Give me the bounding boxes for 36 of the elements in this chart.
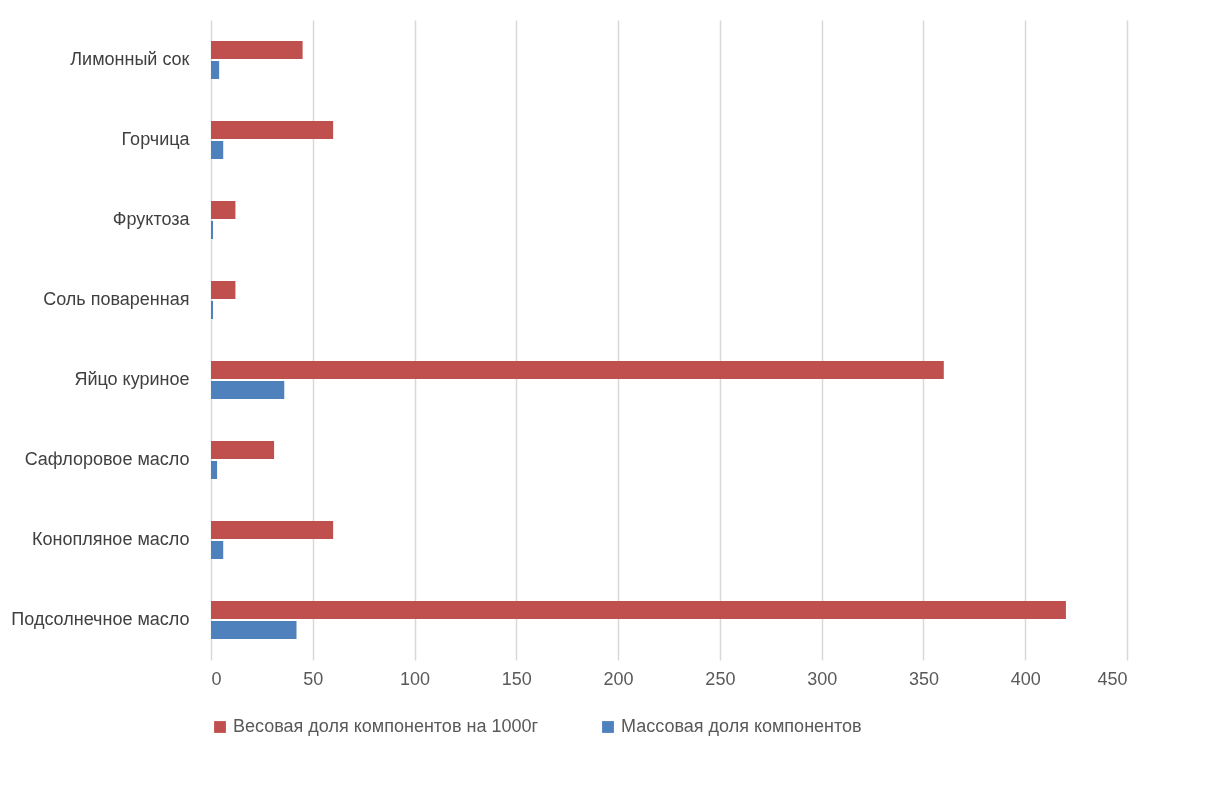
bar bbox=[211, 601, 1066, 619]
y-tick-label: Горчица bbox=[121, 129, 191, 149]
x-tick-label: 100 bbox=[400, 668, 431, 689]
y-tick-label: Яйцо куриное bbox=[74, 369, 190, 389]
bar bbox=[211, 521, 334, 539]
legend-label: Массовая доля компонентов bbox=[621, 716, 862, 736]
y-tick-label: Лимонный сок bbox=[70, 49, 190, 69]
x-tick-label: 300 bbox=[807, 668, 838, 689]
x-tick-label: 0 bbox=[211, 668, 222, 689]
y-tick-label: Соль поваренная bbox=[43, 289, 190, 309]
x-tick-label: 250 bbox=[705, 668, 736, 689]
bar bbox=[211, 621, 297, 639]
x-tick-label: 150 bbox=[501, 668, 532, 689]
bar bbox=[211, 541, 224, 559]
y-tick-label: Конопляное масло bbox=[31, 529, 190, 549]
bar bbox=[211, 201, 236, 219]
bar bbox=[211, 441, 275, 459]
bar bbox=[211, 121, 334, 139]
bar bbox=[211, 461, 218, 479]
x-tick-label: 450 bbox=[1097, 668, 1128, 689]
y-tick-label: Подсолнечное масло bbox=[11, 609, 190, 629]
y-tick-label: Сафлоровое масло bbox=[24, 449, 190, 469]
y-tick-label: Фруктоза bbox=[112, 209, 191, 229]
bar bbox=[211, 301, 214, 319]
bar bbox=[211, 141, 224, 159]
bar bbox=[211, 61, 220, 79]
bar bbox=[211, 381, 285, 399]
bar bbox=[211, 41, 303, 59]
bar bbox=[211, 361, 944, 379]
legend-label: Весовая доля компонентов на 1000г bbox=[233, 716, 539, 736]
x-tick-label: 200 bbox=[603, 668, 634, 689]
bar bbox=[211, 221, 214, 239]
x-tick-label: 400 bbox=[1010, 668, 1041, 689]
bar bbox=[211, 281, 236, 299]
x-tick-label: 50 bbox=[303, 668, 324, 689]
x-tick-label: 350 bbox=[908, 668, 939, 689]
